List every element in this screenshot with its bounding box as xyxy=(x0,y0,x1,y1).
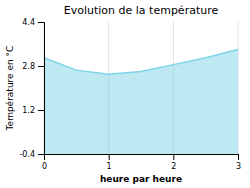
chart: 0 1 2 3 -0.4 1.2 2.8 4.4 Evolution de la tempéra… xyxy=(0,0,250,188)
y-axis-title: Température en °C xyxy=(5,46,15,132)
x-axis-title: heure par heure xyxy=(100,174,182,184)
area xyxy=(44,50,238,155)
plot: 0 1 2 3 -0.4 1.2 2.8 4.4 xyxy=(19,18,241,171)
tick: 3 xyxy=(236,154,241,171)
tick-mark xyxy=(109,154,110,160)
tick: 0 xyxy=(42,154,47,171)
line xyxy=(44,50,238,75)
tick-label: 2 xyxy=(171,162,176,171)
tick: 2.8 xyxy=(22,62,44,71)
tick: 1 xyxy=(107,154,112,171)
grid xyxy=(44,22,238,154)
x-axis: 0 1 2 3 xyxy=(42,154,241,171)
tick-mark xyxy=(238,154,239,160)
y-axis: -0.4 1.2 2.8 4.4 xyxy=(19,18,44,159)
tick-label: 1 xyxy=(107,162,112,171)
marks xyxy=(44,50,238,155)
tick-mark xyxy=(38,154,44,155)
tick-mark xyxy=(173,154,174,160)
tick: 1.2 xyxy=(22,106,44,115)
title: Evolution de la température xyxy=(64,4,219,17)
tick: 2 xyxy=(171,154,176,171)
tick-mark xyxy=(38,110,44,111)
axis-line xyxy=(38,23,45,155)
tick-mark xyxy=(38,22,44,23)
axis-line xyxy=(45,155,239,161)
tick-mark xyxy=(38,66,44,67)
tick-label: 4.4 xyxy=(22,18,35,27)
tick-label: -0.4 xyxy=(19,150,35,159)
tick: -0.4 xyxy=(19,150,44,159)
tick-label: 0 xyxy=(42,162,47,171)
tick-label: 2.8 xyxy=(22,62,35,71)
tick-label: 1.2 xyxy=(22,106,35,115)
tick-label: 3 xyxy=(236,162,241,171)
tick: 4.4 xyxy=(22,18,44,27)
